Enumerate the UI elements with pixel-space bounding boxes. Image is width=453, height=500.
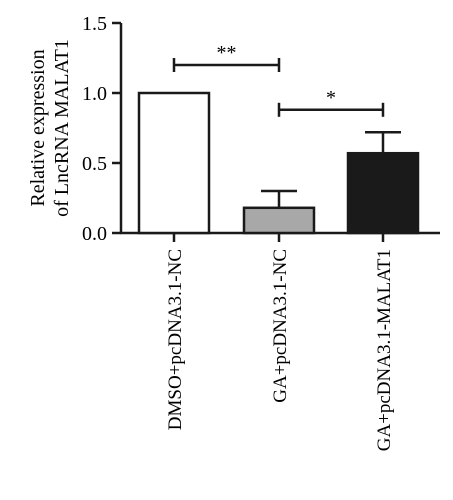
x-tick-label: DMSO+pcDNA3.1-NC bbox=[165, 249, 186, 430]
significance-label: ** bbox=[217, 42, 237, 64]
significance-brackets: *** bbox=[172, 42, 385, 117]
y-tick-label: 0.5 bbox=[82, 153, 107, 175]
y-tick-label: 1.0 bbox=[82, 83, 107, 105]
y-axis-label: Relative expression bbox=[27, 49, 49, 206]
bars bbox=[137, 91, 420, 235]
y-tick-label: 1.5 bbox=[82, 13, 107, 35]
x-tick-label: GA+pcDNA3.1-NC bbox=[270, 249, 291, 403]
y-axis-label: of LncRNA MALAT1 bbox=[51, 39, 73, 217]
x-tick-label: GA+pcDNA3.1-MALAT1 bbox=[374, 249, 395, 451]
bar bbox=[346, 151, 420, 235]
y-tick-label: 0.0 bbox=[82, 223, 107, 245]
axes: 0.0 0.5 1.0 1.5 DMSO+pcDNA3.1-NC GA+pcDNA3.1-… bbox=[82, 13, 440, 451]
bar bbox=[137, 91, 211, 235]
y-axis-title: Relative expression of LncRNA MALAT1 bbox=[27, 39, 73, 217]
bar bbox=[242, 206, 316, 235]
error-bars bbox=[261, 130, 401, 208]
significance-label: * bbox=[326, 87, 336, 109]
